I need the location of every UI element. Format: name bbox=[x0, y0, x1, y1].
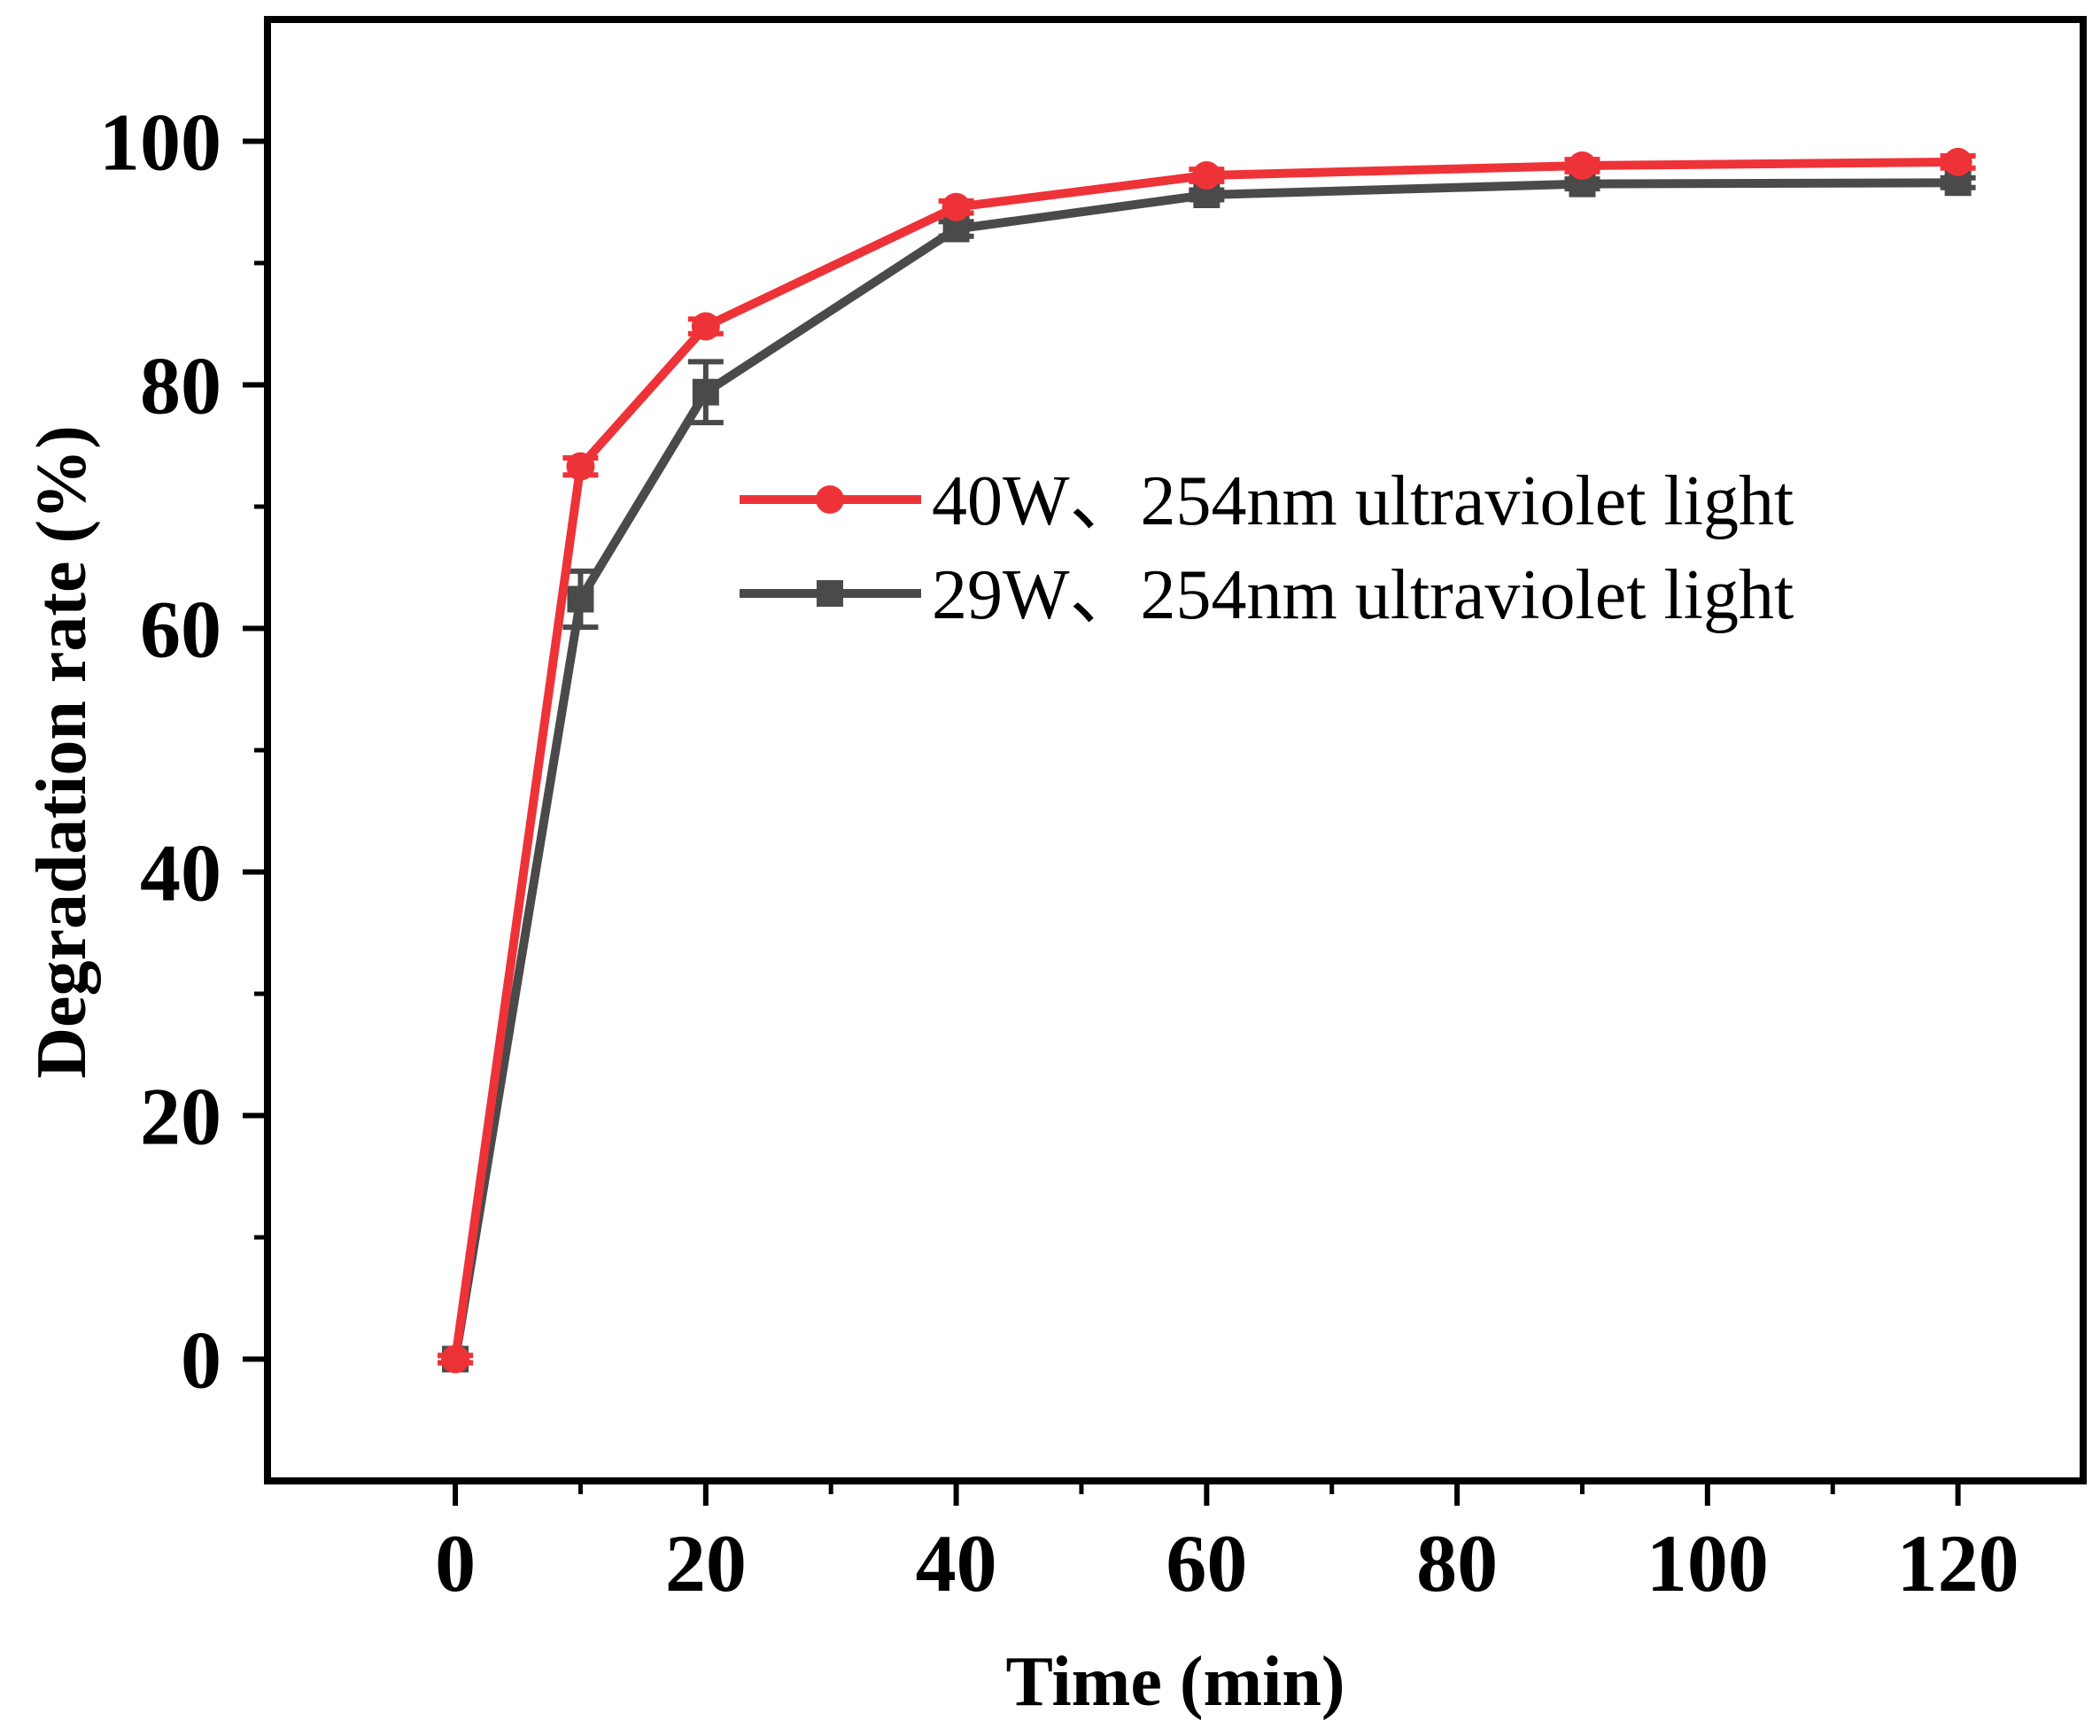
x-tick-label: 20 bbox=[665, 1518, 747, 1608]
data-point bbox=[1568, 151, 1597, 180]
data-point bbox=[691, 312, 720, 341]
x-axis-title: Time (min) bbox=[1006, 1643, 1345, 1721]
y-tick-label: 60 bbox=[140, 585, 221, 675]
x-tick-label: 40 bbox=[916, 1518, 997, 1608]
legend: 40W、254nm ultraviolet light 29W、254nm ul… bbox=[740, 462, 1794, 634]
plot-area bbox=[438, 147, 1976, 1374]
y-axis-title: Degradation rate (%) bbox=[23, 425, 101, 1079]
x-tick-label: 60 bbox=[1166, 1518, 1247, 1608]
series-line-1 bbox=[451, 157, 1958, 1360]
y-tick-label: 0 bbox=[181, 1315, 221, 1406]
legend-item-2: 29W、254nm ultraviolet light bbox=[740, 556, 1794, 634]
legend-label-2: 29W、254nm ultraviolet light bbox=[932, 556, 1794, 634]
x-tick-label: 120 bbox=[1897, 1518, 2019, 1608]
y-tick-label: 100 bbox=[99, 97, 221, 188]
data-point bbox=[1192, 161, 1221, 190]
legend-circle-marker bbox=[816, 485, 844, 514]
y-tick-label: 80 bbox=[140, 341, 221, 431]
data-point bbox=[567, 585, 594, 613]
x-tick-label: 80 bbox=[1416, 1518, 1498, 1608]
y-tick-label: 20 bbox=[140, 1072, 221, 1162]
y-tick-label: 40 bbox=[140, 828, 221, 918]
data-point bbox=[441, 1345, 470, 1374]
data-point bbox=[942, 192, 971, 221]
legend-item-1: 40W、254nm ultraviolet light bbox=[740, 462, 1794, 540]
axes: 0 20 40 60 80 100 120 0 20 40 60 80 100 bbox=[99, 16, 2087, 1608]
legend-label-1: 40W、254nm ultraviolet light bbox=[932, 462, 1794, 540]
x-tick-label: 0 bbox=[435, 1518, 476, 1608]
data-point bbox=[566, 452, 595, 481]
legend-square-marker bbox=[817, 580, 843, 607]
data-point bbox=[1943, 147, 1972, 176]
data-point bbox=[692, 378, 719, 406]
x-tick-label: 100 bbox=[1647, 1518, 1769, 1608]
